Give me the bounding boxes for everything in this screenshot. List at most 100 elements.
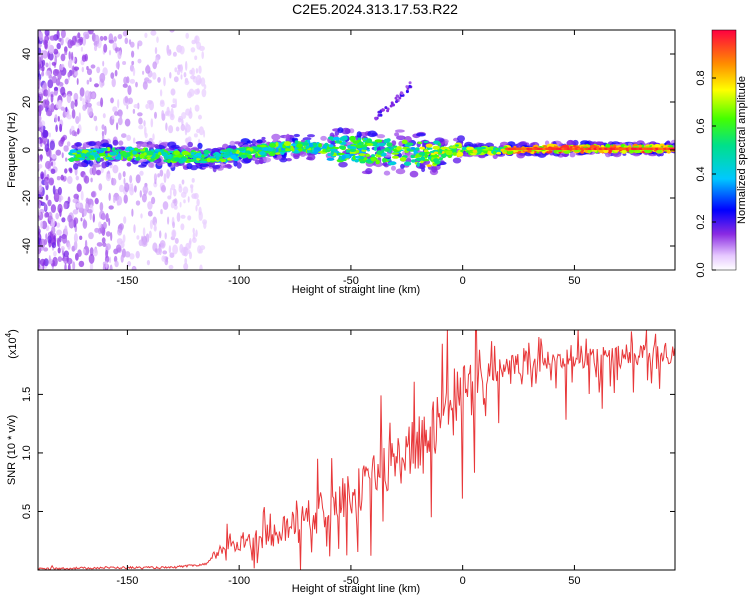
spectrogram-noise-point bbox=[181, 179, 185, 185]
spectrogram-ridge-point bbox=[420, 156, 426, 161]
spectrogram-noise-point bbox=[49, 35, 56, 41]
spectrogram-noise-point bbox=[132, 67, 136, 77]
spectrogram-noise-point bbox=[38, 163, 43, 169]
spectrogram-noise-point bbox=[187, 136, 192, 143]
spectrogram-noise-point bbox=[89, 262, 94, 270]
spectrogram-noise-point bbox=[85, 197, 90, 204]
spectrogram-noise-point bbox=[166, 49, 172, 56]
spectrogram-ridge-point bbox=[382, 157, 387, 163]
spectrogram-noise-point bbox=[111, 78, 116, 88]
spectrogram-noise-point bbox=[105, 261, 108, 269]
spectrogram-ridge-point bbox=[128, 157, 132, 160]
spectrogram-noise-point bbox=[123, 177, 126, 185]
spectrogram-ridge-point bbox=[472, 150, 478, 153]
spectrogram-noise-point bbox=[133, 137, 136, 144]
spectrogram-halo-point bbox=[146, 143, 156, 149]
spectrogram-noise-point bbox=[129, 175, 133, 184]
spectrogram-noise-point bbox=[128, 183, 133, 191]
spectrogram-halo-point bbox=[136, 143, 142, 148]
spectrogram-noise-point bbox=[195, 205, 198, 212]
spectrogram-noise-point bbox=[194, 104, 200, 112]
spectrogram-noise-point bbox=[79, 36, 84, 43]
spectrogram-noise-point bbox=[58, 139, 64, 147]
spectrogram-noise-point bbox=[138, 239, 143, 247]
spectrogram-noise-point bbox=[98, 221, 102, 229]
spectrogram-ridge-point bbox=[392, 145, 398, 148]
spectrogram-noise-point bbox=[45, 233, 48, 240]
spectrogram-noise-point bbox=[44, 212, 48, 218]
spectrogram-noise-point bbox=[189, 251, 192, 260]
spectrogram-ridge-point bbox=[275, 152, 281, 155]
spectrogram-ridge-point bbox=[334, 146, 340, 150]
colorbar-label: Normalized spectral amplitude bbox=[736, 76, 748, 224]
spectrogram-ridge-core bbox=[671, 147, 675, 151]
spectrogram-noise-point bbox=[55, 149, 62, 156]
spectrogram-noise-point bbox=[44, 179, 48, 187]
spectrogram-noise-point bbox=[80, 190, 84, 201]
spectrogram-halo-point bbox=[189, 165, 198, 171]
spectrogram-noise-point bbox=[130, 41, 135, 48]
spectrogram-ridge-point bbox=[327, 153, 331, 157]
spectrogram-noise-point bbox=[108, 218, 111, 226]
spectrogram-ridge-point bbox=[233, 149, 237, 152]
spectrogram-noise-point bbox=[120, 254, 124, 263]
spectrogram-ridge-point bbox=[365, 153, 370, 157]
spectrogram-noise-point bbox=[157, 173, 161, 178]
snr-x-label: Height of straight line (km) bbox=[292, 583, 420, 595]
spectrogram-halo-point bbox=[251, 138, 257, 146]
spectrogram-noise-point bbox=[169, 72, 172, 79]
spectrogram-noise-point bbox=[169, 30, 175, 33]
spectrogram-ridge-point bbox=[230, 154, 237, 160]
spectrogram-noise-point bbox=[99, 35, 104, 42]
spectrogram-noise-point bbox=[124, 37, 129, 45]
spectrogram-ridge-point bbox=[396, 146, 402, 151]
spectrogram-ridge-point bbox=[177, 154, 182, 158]
spectrogram-noise-point bbox=[154, 222, 157, 231]
spectrogram-noise-point bbox=[73, 66, 80, 71]
spectrogram-noise-point bbox=[81, 66, 85, 73]
spectrogram-noise-point bbox=[169, 187, 172, 198]
spectrogram-noise-point bbox=[73, 217, 79, 225]
spectrogram-noise-point bbox=[46, 110, 52, 117]
spectrogram-noise-point bbox=[193, 88, 200, 95]
spectrogram-ridge-point bbox=[312, 143, 318, 146]
spectrogram-ridge-point bbox=[318, 143, 322, 148]
spectrogram-noise-point bbox=[145, 103, 150, 110]
spectrogram-noise-point bbox=[184, 258, 188, 265]
snr-series-line bbox=[38, 330, 675, 570]
spectrogram-ridge-point bbox=[375, 159, 381, 165]
spectrogram-noise-point bbox=[128, 97, 134, 105]
spectrogram-ridge-point bbox=[255, 153, 258, 158]
spectrogram-noise-point bbox=[101, 124, 105, 130]
spectrogram-noise-point bbox=[168, 264, 174, 270]
spectrogram-noise-point bbox=[61, 234, 68, 244]
spectrogram-noise-point bbox=[123, 216, 127, 224]
spectrogram-noise-point bbox=[156, 36, 159, 43]
spectrogram-ridge-point bbox=[290, 145, 294, 149]
y-tick-label: 20 bbox=[21, 96, 33, 108]
spectrogram-noise-point bbox=[135, 250, 140, 259]
spectrogram-noise-point bbox=[172, 221, 176, 229]
spectrogram-noise-point bbox=[80, 217, 83, 222]
spectrogram-halo-point bbox=[307, 134, 315, 138]
spectrogram-ridge-point bbox=[212, 153, 217, 156]
spectrogram-noise-point bbox=[114, 69, 118, 77]
spectrogram-noise-point bbox=[38, 138, 41, 144]
spectrogram-noise-point bbox=[174, 67, 178, 73]
spectrogram-noise-point bbox=[109, 264, 113, 270]
spectrogram-ridge-point bbox=[366, 138, 373, 144]
snr-y-ticks: 0.5 1.0 1.5 bbox=[21, 387, 675, 519]
spectrogram-noise-point bbox=[66, 257, 73, 265]
spectrogram-noise-point bbox=[47, 199, 52, 207]
spectrogram-noise-point bbox=[173, 204, 178, 210]
spectrogram-ridge-point bbox=[432, 145, 440, 150]
spectrogram-noise-point bbox=[86, 102, 92, 108]
spectrogram-noise-point bbox=[86, 209, 93, 214]
spectrogram-noise-point bbox=[169, 113, 175, 121]
spectrogram-streak-point bbox=[389, 104, 393, 108]
spectrogram-noise-point bbox=[179, 45, 185, 55]
spectrogram-noise-point bbox=[146, 64, 150, 71]
spectrogram-halo-point bbox=[293, 152, 301, 158]
spectrogram-ridge-point bbox=[146, 150, 154, 156]
spectrogram-noise-point bbox=[77, 32, 81, 39]
